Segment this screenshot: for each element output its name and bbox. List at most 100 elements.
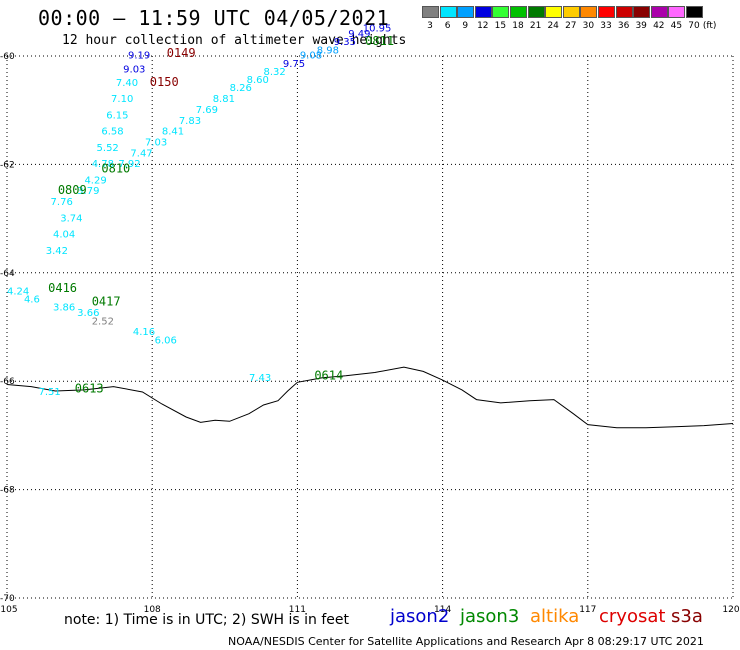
lon-label: 114: [434, 605, 451, 615]
scale-swatch: [457, 6, 475, 18]
scale-label: 12: [477, 21, 489, 31]
wave-height-label: 4.04: [53, 230, 75, 241]
wave-height-label: 7.83: [179, 116, 201, 127]
scale-label: 30: [582, 21, 595, 31]
scale-swatch: [615, 6, 633, 18]
pass-time-label: 0417: [92, 294, 121, 308]
pass-time-label: 0811: [365, 34, 394, 48]
map-subtitle: 12 hour collection of altimeter wave hei…: [62, 33, 407, 48]
legend-s3a: s3a: [671, 606, 703, 627]
scale-label: 39: [635, 21, 647, 31]
scale-swatch: [650, 6, 668, 18]
scale-label: 21: [529, 21, 542, 31]
lon-label: 108: [144, 605, 161, 615]
wave-height-label: 10.95: [363, 24, 392, 35]
wave-height-label: 7.40: [116, 78, 138, 89]
scale-label: 70: [688, 21, 700, 31]
pass-time-label: 0416: [48, 281, 77, 295]
scale-swatch: [686, 6, 703, 18]
legend-cryosat: cryosat: [599, 606, 666, 627]
scale-swatch: [562, 6, 580, 18]
wave-height-label: 8.60: [247, 75, 269, 86]
wave-height-label: 7.47: [130, 148, 152, 159]
map-title: 00:00 – 11:59 UTC 04/05/2021: [38, 6, 390, 30]
wave-height-label: 7.76: [51, 197, 73, 208]
lat-label: -60: [0, 52, 15, 62]
wave-height-label: 6.06: [155, 335, 177, 346]
wave-height-label: 8.41: [162, 127, 184, 138]
pass-time-label: 0810: [101, 162, 130, 176]
scale-label: 42: [653, 21, 665, 31]
wave-height-label: 9.35: [334, 37, 356, 48]
wave-height-label: 4.29: [84, 175, 106, 186]
antarctic-coastline: [6, 366, 734, 429]
scale-label: 3: [427, 21, 433, 31]
pass-time-label: 0149: [167, 46, 196, 60]
wave-height-label: 4.24: [7, 286, 29, 297]
wave-height-label: 3.74: [60, 213, 82, 224]
scale-swatch: [527, 6, 545, 18]
scale-swatch: [439, 6, 457, 18]
legend-altika: altika: [530, 606, 580, 627]
legend-jason3: jason3: [460, 606, 520, 627]
scale-label: 9: [462, 21, 469, 31]
wave-height-label: 7.92: [118, 159, 140, 170]
scale-label: 33: [600, 21, 612, 31]
scale-unit-label: (ft): [702, 21, 717, 31]
scale-label: 24: [547, 21, 559, 31]
scale-label: 27: [565, 21, 577, 31]
wave-height-label: 4.16: [133, 327, 155, 338]
wave-height-label: 9.08: [300, 51, 322, 62]
scale-swatch: [668, 6, 686, 18]
pass-time-label: 0613: [75, 382, 104, 396]
wave-height-label: 4.78: [92, 159, 114, 170]
wave-height-label: 8.98: [317, 45, 339, 56]
wave-height-label: 2.52: [92, 316, 114, 327]
legend-jason2: jason2: [390, 606, 450, 627]
wave-height-label: 9.03: [123, 64, 145, 75]
lat-label: -70: [0, 594, 15, 604]
wave-height-label: 7.43: [249, 373, 271, 384]
pass-time-label: 0614: [314, 369, 343, 383]
wave-height-label: 3.86: [53, 303, 75, 314]
wave-height-label: 3.66: [77, 308, 99, 319]
footer-note: note: 1) Time is in UTC; 2) SWH is in fe…: [64, 612, 350, 628]
wave-height-label: 7.03: [145, 137, 167, 148]
footer-credit: NOAA/NESDIS Center for Satellite Applica…: [228, 635, 704, 648]
scale-swatch: [598, 6, 615, 18]
pass-time-label: 0150: [150, 75, 179, 89]
scale-swatch: [492, 6, 510, 18]
scale-swatch: [545, 6, 563, 18]
wave-height-label: 9.75: [283, 59, 305, 70]
wave-height-label: 6.58: [101, 127, 123, 138]
lon-label: 105: [0, 605, 17, 615]
lon-label: 111: [289, 605, 306, 615]
scale-label: 18: [512, 21, 524, 31]
scale-swatch: [422, 6, 439, 18]
wave-height-label: 3.79: [77, 186, 99, 197]
lon-label: 120: [722, 605, 739, 615]
wave-height-label: 4.6: [24, 295, 40, 306]
wave-height-label: 9.49: [348, 29, 370, 40]
wave-height-label: 8.26: [230, 83, 252, 94]
wave-height-label: 8.32: [264, 67, 286, 78]
scale-swatch: [474, 6, 492, 18]
wave-height-label: 8.81: [213, 94, 235, 105]
wave-height-label: 3.42: [46, 246, 68, 257]
scale-swatch: [510, 6, 527, 18]
lon-label: 117: [579, 605, 596, 615]
scale-swatch: [580, 6, 598, 18]
wave-height-label: 7.69: [196, 105, 218, 116]
scale-swatch: [633, 6, 651, 18]
lat-label: -62: [0, 160, 15, 170]
lat-label: -64: [0, 269, 15, 279]
scale-label: 36: [617, 21, 630, 31]
wave-height-label: 9.19: [128, 51, 150, 62]
pass-time-label: 0809: [58, 183, 87, 197]
scale-label: 45: [670, 21, 683, 31]
wave-height-label: 6.15: [106, 110, 128, 121]
lat-label: -66: [0, 377, 15, 387]
lat-label: -68: [0, 486, 15, 496]
scale-label: 6: [444, 21, 451, 31]
